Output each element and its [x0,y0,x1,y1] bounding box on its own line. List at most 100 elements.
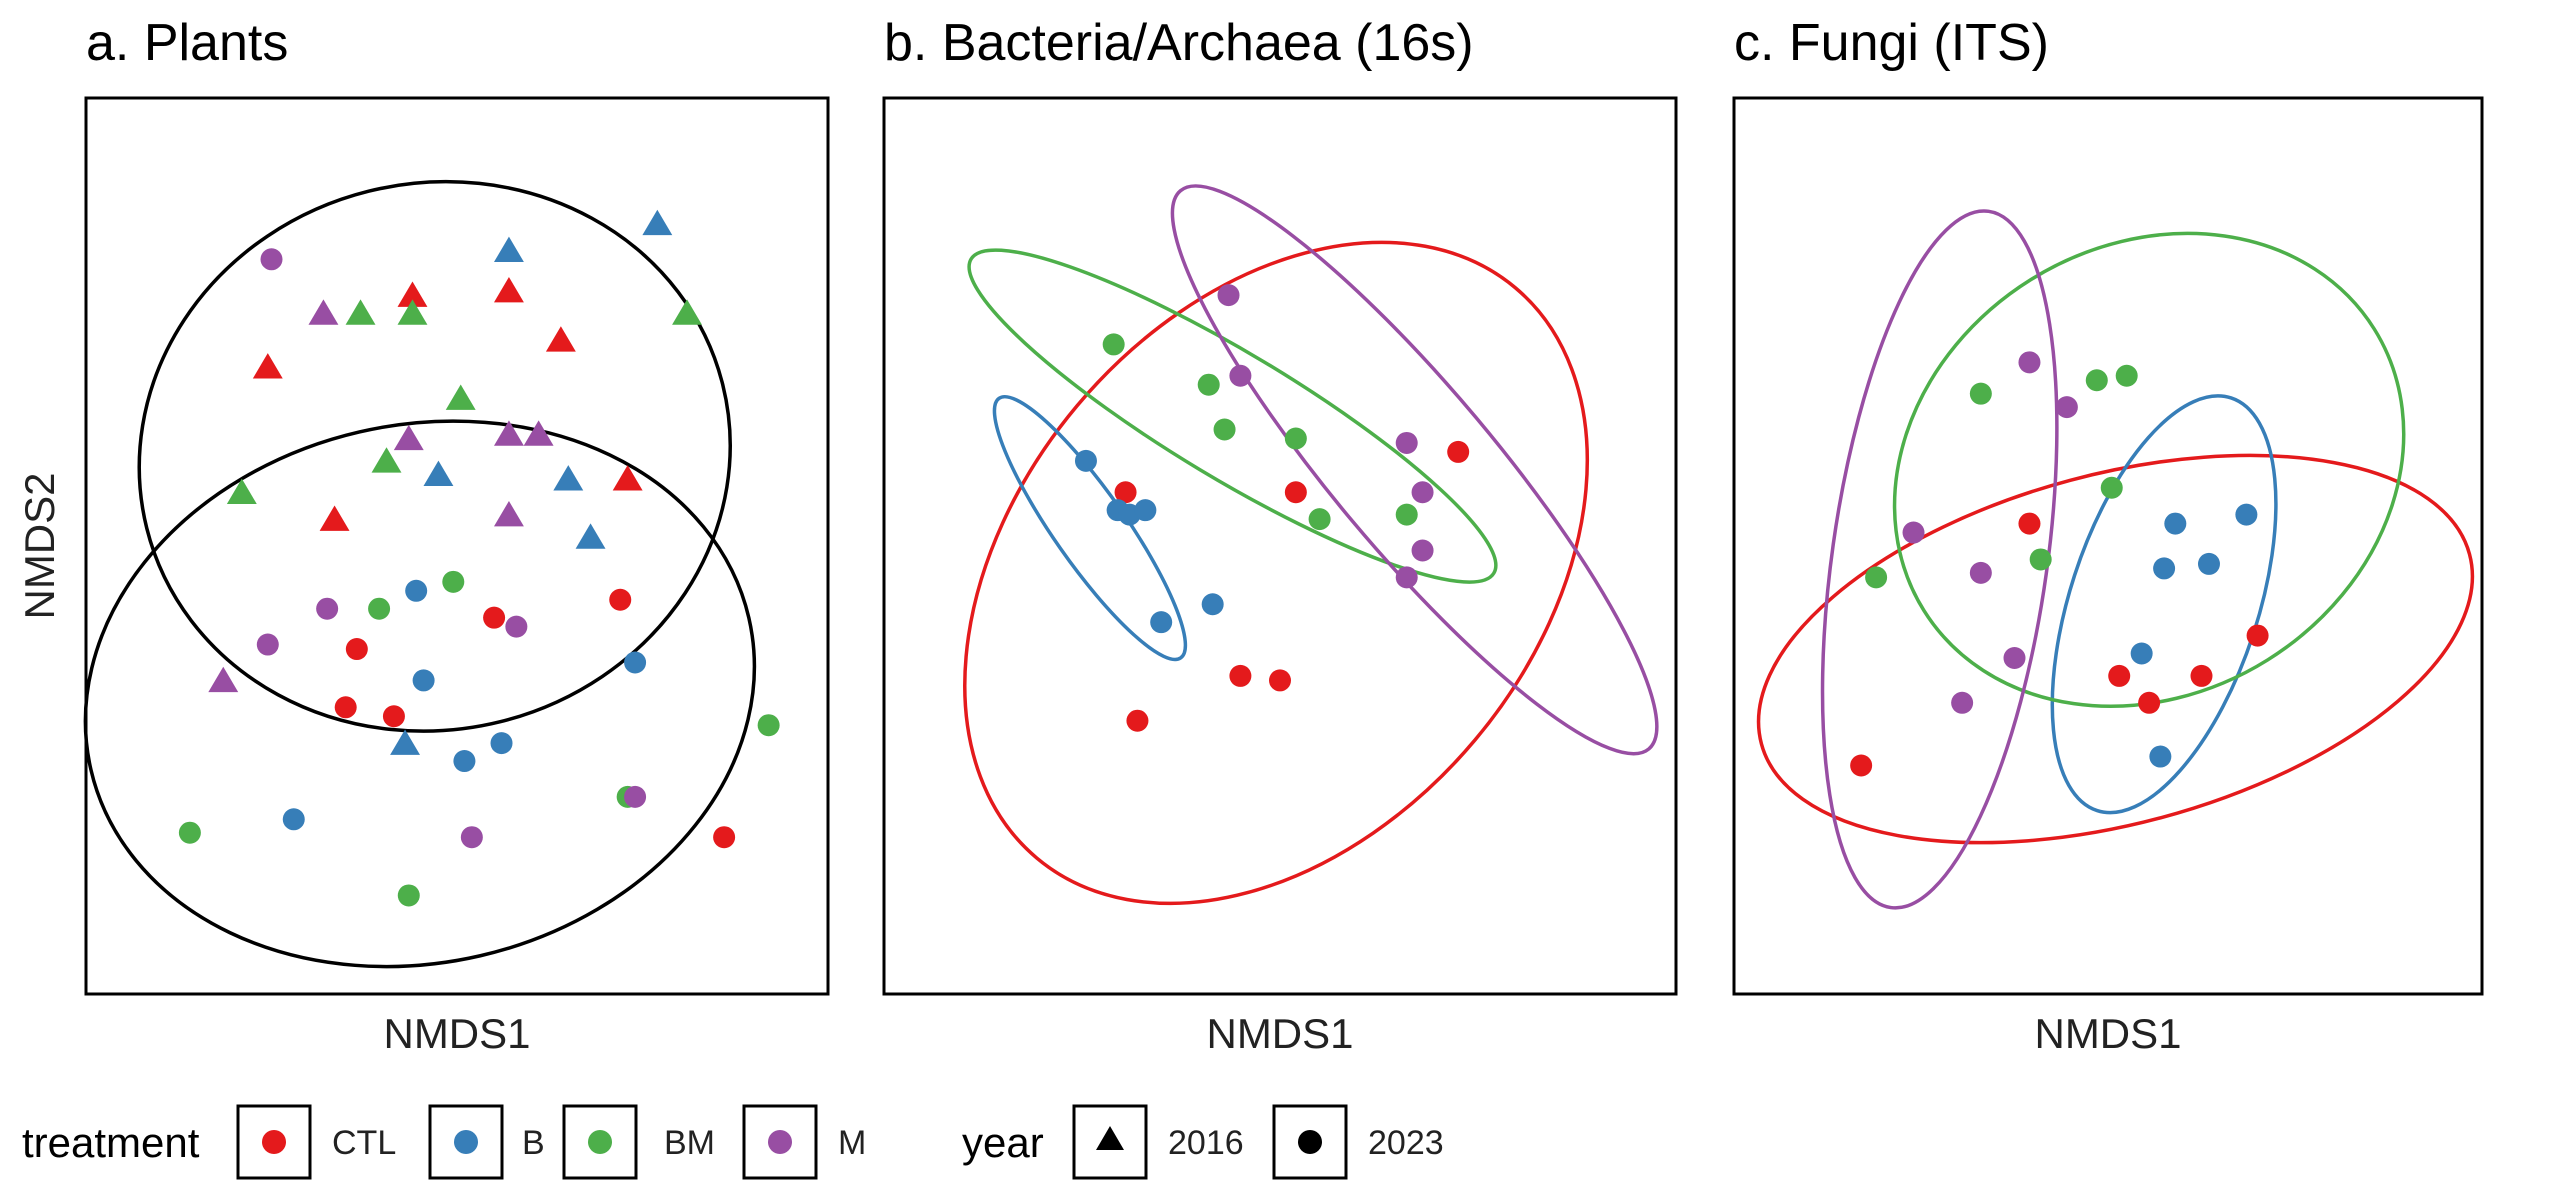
point-circle-ctl [1269,669,1291,692]
point-triangle-m [493,500,524,527]
point-circle-m [1395,431,1418,454]
ellipse-b [992,394,1188,662]
point-circle-m [1411,481,1434,504]
ellipse-2016 [137,179,732,733]
point-circle-ctl [1114,481,1137,504]
ellipse-m [1170,184,1659,756]
point-circle-b [2164,512,2187,535]
x-axis-label: NMDS1 [383,1010,530,1057]
point-circle-ctl [2108,664,2131,687]
point-circle-bm [1102,333,1125,356]
point-circle-m [624,785,647,808]
point-triangle-bm [345,299,376,325]
point-circle-ctl [1284,481,1307,504]
point-circle-ctl [609,588,632,611]
point-circle-bm [2085,369,2108,392]
legend-swatch-triangle [1096,1126,1124,1150]
point-circle-m [1969,561,1992,584]
point-triangle-b [575,523,606,549]
point-circle-b [282,808,305,831]
point-triangle-ctl [252,353,283,379]
point-circle-bm [2115,364,2138,387]
point-circle-ctl [2246,624,2269,647]
point-circle-m [316,597,339,620]
point-circle-b [1134,499,1157,522]
point-circle-b [1150,611,1173,634]
point-circle-b [2197,552,2220,575]
point-layer [178,209,780,907]
ellipse-b [2050,394,2278,815]
point-circle-b [490,732,513,755]
legend-item-2023: 2023 [1272,1104,1444,1180]
legend-label-b: B [522,1124,545,1162]
legend-swatch-ctl [262,1130,286,1154]
ellipse-m [1820,209,2059,910]
point-circle-m [2018,351,2041,374]
ellipse-bm [967,248,1498,584]
point-circle-m [2055,396,2078,419]
point-circle-bm [1308,508,1331,531]
point-layer [1850,351,2269,777]
point-triangle-ctl [319,505,350,531]
point-circle-ctl [2018,512,2041,535]
point-circle-bm [2029,548,2052,571]
point-triangle-m [308,299,339,325]
point-circle-bm [1969,382,1992,405]
point-circle-ctl [2138,691,2161,714]
point-triangle-m [208,666,239,693]
ellipse-layer [963,184,1659,906]
point-circle-bm [1197,373,1220,396]
point-circle-bm [368,597,391,620]
legend-label-bm: BM [664,1124,715,1162]
point-layer [1074,284,1470,732]
legend-item-bm: BM [562,1104,715,1180]
point-triangle-b [423,460,454,487]
point-triangle-b [493,236,524,263]
point-triangle-bm [445,384,476,410]
point-circle-bm [178,821,201,844]
point-circle-b [1074,449,1097,472]
panel-title: a. Plants [86,14,288,72]
y-axis-label: NMDS2 [16,472,63,619]
legend-swatch-b [454,1130,478,1154]
panel-title: b. Bacteria/Archaea (16s) [884,14,1474,72]
point-circle-ctl [334,696,357,719]
point-circle-b [1201,593,1224,616]
legend-item-b: B [428,1104,545,1180]
point-circle-ctl [345,638,368,661]
x-axis-label: NMDS1 [1206,1010,1353,1057]
point-circle-ctl [382,705,405,728]
point-triangle-m [493,420,524,446]
legend-key-box [1072,1104,1148,1180]
point-triangle-bm [226,478,257,504]
legend-label-2023: 2023 [1368,1124,1444,1162]
point-circle-b [405,579,428,602]
point-circle-bm [1213,418,1236,441]
legend-key-box [236,1104,312,1180]
legend-title-year: year [962,1119,1044,1166]
point-triangle-m [393,424,424,451]
point-triangle-b [553,465,584,491]
point-circle-b [2149,745,2172,768]
legend-swatch-m [768,1130,792,1154]
legend-label-ctl: CTL [332,1124,396,1162]
point-triangle-m [523,420,554,446]
point-circle-b [2235,503,2258,526]
point-triangle-bm [397,299,428,325]
point-circle-m [1217,284,1240,307]
point-circle-ctl [1126,709,1149,732]
point-circle-ctl [1229,664,1252,687]
point-circle-ctl [713,826,736,849]
legend-swatch-circle [1298,1130,1322,1154]
point-circle-m [505,615,528,638]
legend-item-2016: 2016 [1072,1104,1244,1180]
panel-plants: a. Plants NMDS1 NMDS2 [16,14,830,1057]
point-circle-m [260,248,283,271]
point-circle-ctl [1447,440,1470,463]
point-circle-ctl [2190,664,2213,687]
point-circle-b [2153,557,2176,580]
point-circle-bm [442,570,465,593]
point-circle-m [460,826,483,849]
point-circle-m [256,633,279,656]
